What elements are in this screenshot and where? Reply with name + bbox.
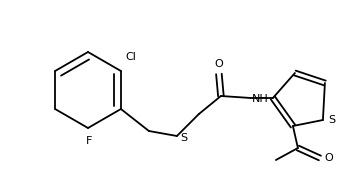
Text: O: O [324, 153, 333, 163]
Text: O: O [215, 59, 223, 69]
Text: NH: NH [251, 94, 268, 104]
Text: S: S [180, 133, 188, 143]
Text: S: S [328, 115, 336, 125]
Text: Cl: Cl [125, 52, 136, 62]
Text: F: F [86, 136, 92, 146]
